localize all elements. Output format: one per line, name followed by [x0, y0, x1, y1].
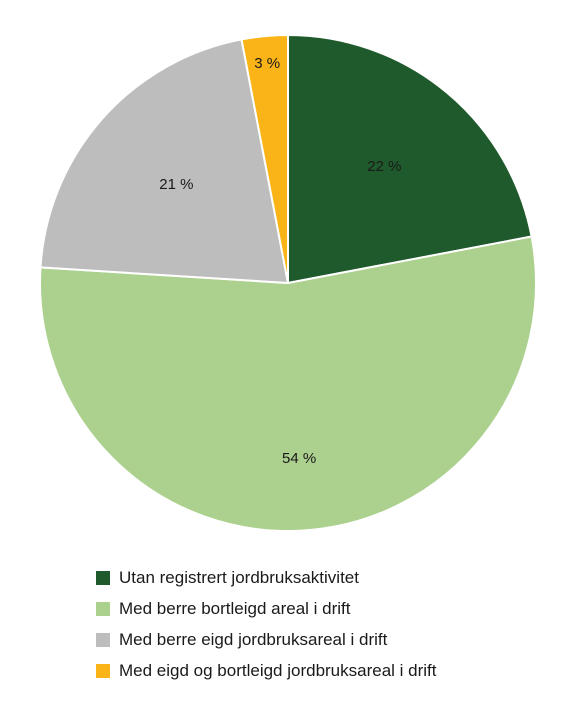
legend-label-1: Utan registrert jordbruksaktivitet: [119, 567, 359, 587]
legend-item-4: Med eigd og bortleigd jordbruksareal i d…: [96, 655, 437, 686]
slice-data-label-3: 21 %: [159, 176, 193, 193]
legend-swatch-1: [96, 570, 110, 585]
legend-swatch-4: [96, 663, 110, 678]
pie-slices: [39, 34, 537, 532]
pie-slice-1: [287, 34, 533, 284]
slice-data-label-2: 54 %: [282, 450, 316, 467]
pie-slice-4: [240, 34, 289, 284]
legend-item-3: Med berre eigd jordbruksareal i drift: [96, 624, 437, 655]
legend-swatch-3: [96, 632, 110, 647]
pie-slice-2: [39, 235, 537, 532]
legend-item-1: Utan registrert jordbruksaktivitet: [96, 562, 437, 593]
legend-label-3: Med berre eigd jordbruksareal i drift: [119, 629, 388, 649]
legend-label-4: Med eigd og bortleigd jordbruksareal i d…: [119, 660, 437, 680]
slice-data-label-4: 3 %: [254, 55, 280, 72]
pie-slice-3: [39, 38, 289, 284]
legend-label-2: Med berre bortleigd areal i drift: [119, 598, 351, 618]
pie-data-labels: 22 % 54 % 21 % 3 %: [159, 55, 401, 467]
legend-swatch-2: [96, 601, 110, 616]
legend: Utan registrert jordbruksaktivitet Med be…: [96, 562, 437, 686]
slice-data-label-1: 22 %: [367, 158, 401, 175]
legend-item-2: Med berre bortleigd areal i drift: [96, 593, 437, 624]
